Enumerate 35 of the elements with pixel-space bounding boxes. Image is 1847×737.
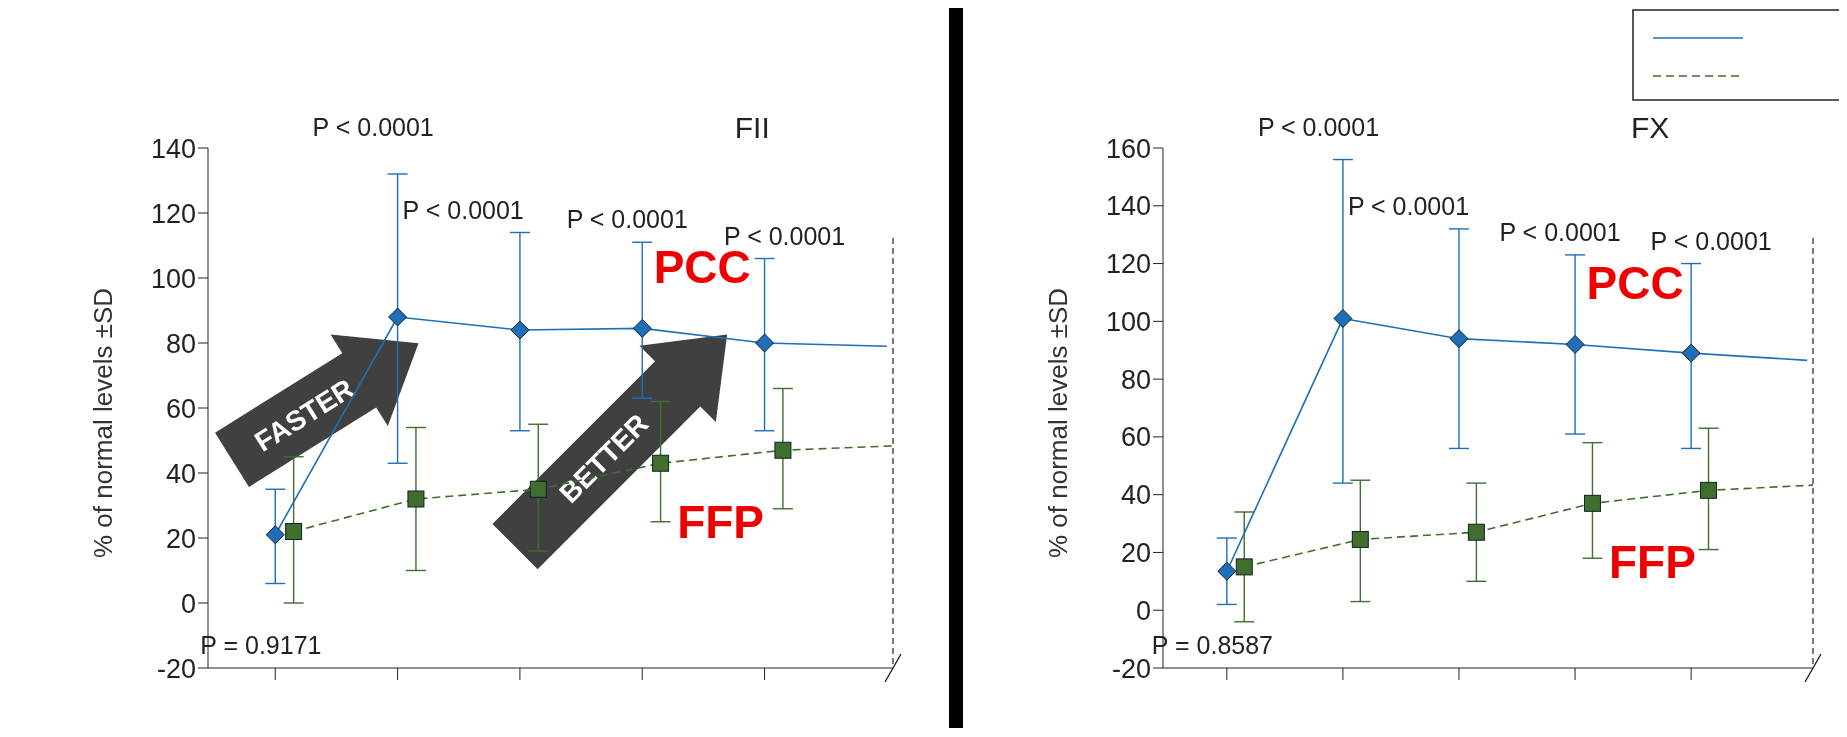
y-tick-label: -20 xyxy=(156,653,196,684)
y-tick-label: 40 xyxy=(165,458,196,489)
y-tick-label: 60 xyxy=(1120,422,1151,453)
series-label: FFP xyxy=(677,496,765,549)
y-tick-label: 100 xyxy=(150,263,196,294)
series-label: PCC xyxy=(1586,257,1684,310)
y-axis-title: % of normal levels ±SD xyxy=(1043,287,1074,558)
annotation: P < 0.0001 xyxy=(1650,226,1772,255)
y-tick-label: 140 xyxy=(150,133,196,164)
y-tick-label: 20 xyxy=(165,523,196,554)
chart-title: FII xyxy=(734,111,770,144)
y-tick-label: 20 xyxy=(1120,538,1151,569)
annotation: P < 0.0001 xyxy=(1499,217,1621,246)
annotation: P = 0.9171 xyxy=(200,631,322,659)
annotation: P < 0.0001 xyxy=(566,205,688,234)
text: P < 0.0001 xyxy=(1257,113,1379,141)
y-tick-label: 0 xyxy=(180,588,196,619)
y-tick-label: 120 xyxy=(150,198,196,229)
annotation: P < 0.0001 xyxy=(1347,191,1469,220)
y-tick-label: 80 xyxy=(165,328,196,359)
y-tick-label: -20 xyxy=(1111,653,1151,684)
y-tick-label: 0 xyxy=(1135,595,1151,626)
y-axis-title: % of normal levels ±SD xyxy=(88,287,119,558)
y-tick-label: 80 xyxy=(1120,364,1151,395)
series-label: FFP xyxy=(1608,536,1696,589)
y-tick-label: 140 xyxy=(1105,191,1151,222)
annotation: P = 0.8587 xyxy=(1151,631,1273,659)
y-tick-label: 160 xyxy=(1105,133,1151,164)
y-tick-label: 40 xyxy=(1120,480,1151,511)
y-tick-label: 120 xyxy=(1105,249,1151,280)
chart-title: FX xyxy=(1630,111,1670,144)
text: P < 0.0001 xyxy=(312,113,434,141)
y-tick-label: 100 xyxy=(1105,306,1151,337)
annotation: P < 0.0001 xyxy=(402,195,524,224)
y-tick-label: 60 xyxy=(165,393,196,424)
